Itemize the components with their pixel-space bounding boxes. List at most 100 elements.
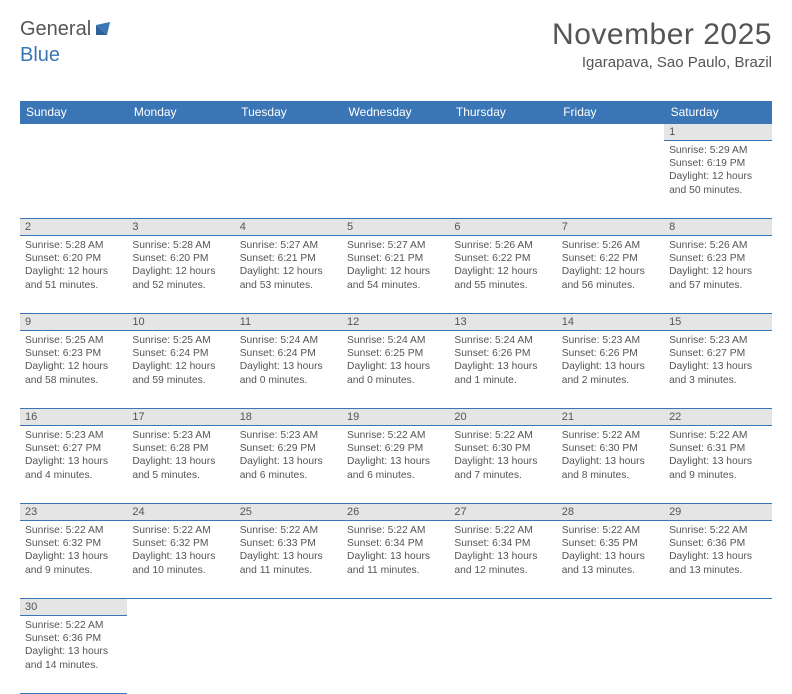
- day-cell: Sunrise: 5:22 AMSunset: 6:34 PMDaylight:…: [449, 521, 556, 599]
- weekday-header-row: SundayMondayTuesdayWednesdayThursdayFrid…: [20, 101, 772, 124]
- day-details: Sunrise: 5:25 AMSunset: 6:24 PMDaylight:…: [132, 334, 229, 387]
- day-number-cell: 10: [127, 314, 234, 331]
- logo: General: [20, 18, 120, 41]
- day-number-cell: 27: [449, 504, 556, 521]
- day-cell: Sunrise: 5:22 AMSunset: 6:30 PMDaylight:…: [557, 426, 664, 504]
- day-cell: Sunrise: 5:27 AMSunset: 6:21 PMDaylight:…: [342, 236, 449, 314]
- day-cell: Sunrise: 5:28 AMSunset: 6:20 PMDaylight:…: [127, 236, 234, 314]
- location: Igarapava, Sao Paulo, Brazil: [552, 54, 772, 71]
- day-number-cell: 1: [664, 124, 771, 141]
- day-number-cell: 14: [557, 314, 664, 331]
- day-number-cell: 13: [449, 314, 556, 331]
- day-number-cell: 24: [127, 504, 234, 521]
- day-number-cell: [342, 599, 449, 616]
- day-cell: Sunrise: 5:22 AMSunset: 6:32 PMDaylight:…: [20, 521, 127, 599]
- day-details: Sunrise: 5:28 AMSunset: 6:20 PMDaylight:…: [132, 239, 229, 292]
- weekday-header: Monday: [127, 101, 234, 124]
- day-number-cell: 19: [342, 409, 449, 426]
- day-details: Sunrise: 5:22 AMSunset: 6:32 PMDaylight:…: [25, 524, 122, 577]
- day-cell: Sunrise: 5:23 AMSunset: 6:29 PMDaylight:…: [235, 426, 342, 504]
- logo-text-blue-wrap: Blue: [20, 44, 60, 67]
- day-cell: [235, 616, 342, 694]
- day-number-cell: 30: [20, 599, 127, 616]
- day-cell: Sunrise: 5:22 AMSunset: 6:35 PMDaylight:…: [557, 521, 664, 599]
- weekday-header: Wednesday: [342, 101, 449, 124]
- day-number-cell: 25: [235, 504, 342, 521]
- day-number-cell: 28: [557, 504, 664, 521]
- day-cell: Sunrise: 5:27 AMSunset: 6:21 PMDaylight:…: [235, 236, 342, 314]
- day-cell: Sunrise: 5:24 AMSunset: 6:25 PMDaylight:…: [342, 331, 449, 409]
- day-details: Sunrise: 5:24 AMSunset: 6:26 PMDaylight:…: [454, 334, 551, 387]
- daynum-row: 16171819202122: [20, 409, 772, 426]
- day-number-cell: [127, 124, 234, 141]
- day-number-cell: 29: [664, 504, 771, 521]
- day-cell: Sunrise: 5:22 AMSunset: 6:33 PMDaylight:…: [235, 521, 342, 599]
- day-number-cell: 23: [20, 504, 127, 521]
- day-cell: [664, 616, 771, 694]
- day-cell: Sunrise: 5:26 AMSunset: 6:22 PMDaylight:…: [557, 236, 664, 314]
- daynum-row: 9101112131415: [20, 314, 772, 331]
- day-details: Sunrise: 5:29 AMSunset: 6:19 PMDaylight:…: [669, 144, 766, 197]
- day-cell: [342, 141, 449, 219]
- day-details: Sunrise: 5:23 AMSunset: 6:27 PMDaylight:…: [669, 334, 766, 387]
- day-number-cell: 15: [664, 314, 771, 331]
- month-title: November 2025: [552, 18, 772, 52]
- day-number-cell: 26: [342, 504, 449, 521]
- day-number-cell: [235, 599, 342, 616]
- day-number-cell: 2: [20, 219, 127, 236]
- details-row: Sunrise: 5:22 AMSunset: 6:36 PMDaylight:…: [20, 616, 772, 694]
- day-details: Sunrise: 5:22 AMSunset: 6:36 PMDaylight:…: [669, 524, 766, 577]
- day-number-cell: 5: [342, 219, 449, 236]
- day-cell: Sunrise: 5:29 AMSunset: 6:19 PMDaylight:…: [664, 141, 771, 219]
- day-details: Sunrise: 5:26 AMSunset: 6:23 PMDaylight:…: [669, 239, 766, 292]
- day-number-cell: 4: [235, 219, 342, 236]
- logo-text-blue: Blue: [20, 44, 60, 66]
- day-cell: Sunrise: 5:25 AMSunset: 6:23 PMDaylight:…: [20, 331, 127, 409]
- day-cell: Sunrise: 5:23 AMSunset: 6:27 PMDaylight:…: [664, 331, 771, 409]
- day-cell: Sunrise: 5:25 AMSunset: 6:24 PMDaylight:…: [127, 331, 234, 409]
- day-number-cell: [557, 599, 664, 616]
- details-row: Sunrise: 5:29 AMSunset: 6:19 PMDaylight:…: [20, 141, 772, 219]
- day-cell: [449, 141, 556, 219]
- day-cell: [235, 141, 342, 219]
- weekday-header: Saturday: [664, 101, 771, 124]
- title-block: November 2025 Igarapava, Sao Paulo, Braz…: [552, 18, 772, 71]
- day-cell: [449, 616, 556, 694]
- day-details: Sunrise: 5:22 AMSunset: 6:34 PMDaylight:…: [454, 524, 551, 577]
- day-number-cell: 22: [664, 409, 771, 426]
- day-details: Sunrise: 5:22 AMSunset: 6:30 PMDaylight:…: [454, 429, 551, 482]
- day-number-cell: 7: [557, 219, 664, 236]
- day-details: Sunrise: 5:24 AMSunset: 6:24 PMDaylight:…: [240, 334, 337, 387]
- day-details: Sunrise: 5:24 AMSunset: 6:25 PMDaylight:…: [347, 334, 444, 387]
- day-cell: [127, 616, 234, 694]
- day-number-cell: [449, 124, 556, 141]
- day-details: Sunrise: 5:22 AMSunset: 6:31 PMDaylight:…: [669, 429, 766, 482]
- day-number-cell: [449, 599, 556, 616]
- day-details: Sunrise: 5:23 AMSunset: 6:29 PMDaylight:…: [240, 429, 337, 482]
- day-number-cell: 8: [664, 219, 771, 236]
- day-number-cell: 18: [235, 409, 342, 426]
- day-details: Sunrise: 5:22 AMSunset: 6:36 PMDaylight:…: [25, 619, 122, 672]
- details-row: Sunrise: 5:28 AMSunset: 6:20 PMDaylight:…: [20, 236, 772, 314]
- day-number-cell: [557, 124, 664, 141]
- day-number-cell: 3: [127, 219, 234, 236]
- day-number-cell: 6: [449, 219, 556, 236]
- day-cell: [127, 141, 234, 219]
- day-number-cell: 16: [20, 409, 127, 426]
- day-details: Sunrise: 5:28 AMSunset: 6:20 PMDaylight:…: [25, 239, 122, 292]
- day-cell: [342, 616, 449, 694]
- day-cell: Sunrise: 5:24 AMSunset: 6:26 PMDaylight:…: [449, 331, 556, 409]
- day-details: Sunrise: 5:27 AMSunset: 6:21 PMDaylight:…: [347, 239, 444, 292]
- day-cell: Sunrise: 5:23 AMSunset: 6:28 PMDaylight:…: [127, 426, 234, 504]
- day-cell: Sunrise: 5:22 AMSunset: 6:30 PMDaylight:…: [449, 426, 556, 504]
- day-number-cell: 20: [449, 409, 556, 426]
- daynum-row: 30: [20, 599, 772, 616]
- day-cell: [557, 616, 664, 694]
- day-details: Sunrise: 5:27 AMSunset: 6:21 PMDaylight:…: [240, 239, 337, 292]
- details-row: Sunrise: 5:25 AMSunset: 6:23 PMDaylight:…: [20, 331, 772, 409]
- day-cell: Sunrise: 5:22 AMSunset: 6:36 PMDaylight:…: [664, 521, 771, 599]
- day-details: Sunrise: 5:23 AMSunset: 6:27 PMDaylight:…: [25, 429, 122, 482]
- logo-mark-icon: [96, 21, 118, 40]
- day-cell: Sunrise: 5:26 AMSunset: 6:22 PMDaylight:…: [449, 236, 556, 314]
- day-number-cell: [20, 124, 127, 141]
